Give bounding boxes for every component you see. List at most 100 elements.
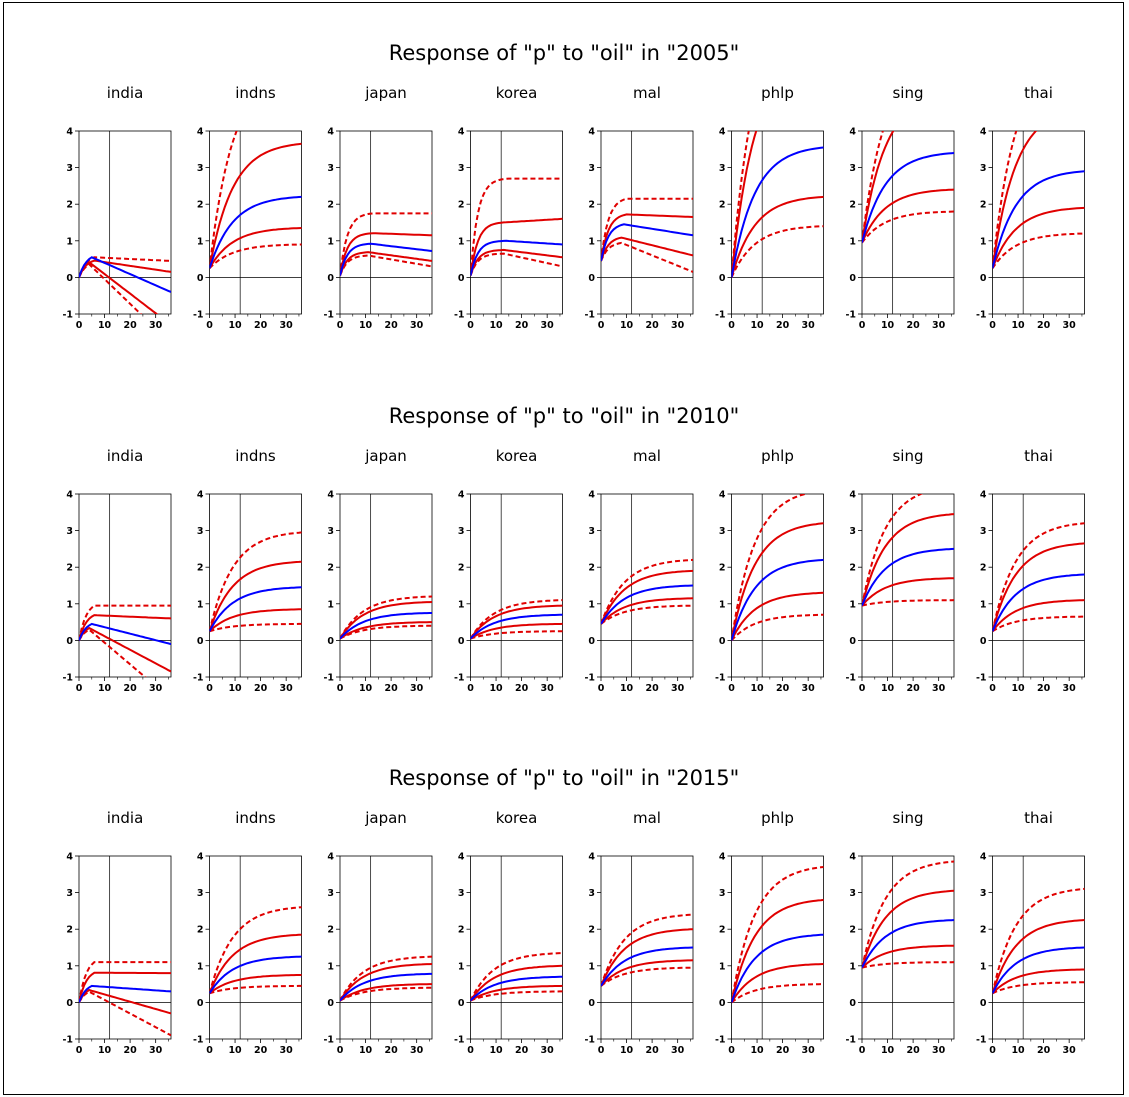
upper-outer-band-thai <box>992 131 1018 269</box>
x-tick-label: 10 <box>620 683 634 694</box>
y-tick-label: -1 <box>323 673 334 684</box>
y-tick-label: -1 <box>193 673 204 684</box>
y-tick-label: -1 <box>454 310 465 321</box>
x-tick-label: 30 <box>541 320 555 331</box>
lower-inner-band-mal <box>601 597 693 625</box>
impulse-response-phlp <box>731 933 824 1003</box>
upper-outer-band-indns <box>209 531 302 632</box>
impulse-response-japan <box>340 242 432 276</box>
y-tick-label: -1 <box>193 1035 204 1046</box>
panel-series-india <box>79 961 171 1037</box>
upper-inner-band-mal <box>601 928 693 987</box>
y-tick-label: 3 <box>980 163 987 174</box>
lower-outer-band-japan <box>340 254 432 276</box>
y-tick-label: 2 <box>197 200 204 211</box>
upper-outer-band-mal <box>601 913 693 987</box>
panel-series-india <box>79 604 171 677</box>
x-tick-label: 10 <box>98 683 112 694</box>
y-tick-label: 4 <box>197 127 204 138</box>
impulse-response-india <box>79 984 171 1003</box>
y-tick-label: 0 <box>197 273 204 284</box>
x-tick-label: 20 <box>254 320 268 331</box>
x-tick-label: 10 <box>359 683 373 694</box>
upper-inner-band-mal <box>601 569 693 625</box>
y-tick-label: 0 <box>197 998 204 1009</box>
x-tick-label: 10 <box>228 683 242 694</box>
x-tick-label: 10 <box>881 1045 895 1056</box>
x-tick-label: 30 <box>671 320 685 331</box>
y-tick-label: 0 <box>588 636 595 647</box>
lower-inner-band-japan <box>340 251 432 276</box>
y-tick-label: 1 <box>719 961 726 972</box>
y-tick-label: 4 <box>197 852 204 863</box>
lower-outer-band-indns <box>209 984 302 995</box>
x-tick-label: 20 <box>515 320 529 331</box>
lower-inner-band-korea <box>470 248 563 276</box>
y-tick-label: 2 <box>849 563 856 574</box>
panel-series-phlp <box>731 494 824 642</box>
panel-series-mal <box>601 558 693 625</box>
panel-series-thai <box>992 522 1085 633</box>
x-tick-label: 30 <box>932 1045 946 1056</box>
x-tick-label: 0 <box>728 320 735 331</box>
x-tick-label: 20 <box>645 1045 659 1056</box>
upper-outer-band-sing <box>862 860 954 968</box>
lower-inner-band-indns <box>209 227 302 269</box>
x-tick-label: 10 <box>750 1045 764 1056</box>
y-tick-label: -1 <box>715 673 726 684</box>
y-tick-label: 1 <box>66 236 73 247</box>
y-tick-label: 2 <box>197 563 204 574</box>
x-tick-label: 30 <box>671 1045 685 1056</box>
panel-series-phlp <box>731 866 824 1004</box>
y-tick-label: 3 <box>588 888 595 899</box>
y-tick-label: 4 <box>458 127 465 138</box>
y-tick-label: 1 <box>197 961 204 972</box>
y-tick-label: 0 <box>980 636 987 647</box>
y-tick-label: 1 <box>197 236 204 247</box>
upper-outer-band-thai <box>992 522 1085 632</box>
upper-inner-band-phlp <box>731 522 824 641</box>
panel-frame-india <box>78 855 172 1040</box>
lower-inner-band-phlp <box>731 195 824 278</box>
impulse-response-india <box>79 622 171 646</box>
panel-title-mal: mal <box>633 84 661 102</box>
y-tick-label: 4 <box>327 127 334 138</box>
upper-inner-band-indns <box>209 933 302 994</box>
x-tick-label: 10 <box>1011 320 1025 331</box>
x-tick-label: 30 <box>541 1045 555 1056</box>
x-tick-label: 20 <box>1037 683 1051 694</box>
x-tick-label: 20 <box>384 1045 398 1056</box>
x-tick-label: 30 <box>541 683 555 694</box>
x-tick-label: 20 <box>906 320 920 331</box>
y-tick-label: 2 <box>719 200 726 211</box>
y-tick-label: 3 <box>327 888 334 899</box>
x-tick-label: 20 <box>123 683 137 694</box>
upper-inner-band-india <box>79 259 171 278</box>
x-tick-label: 0 <box>76 683 83 694</box>
panel-series-japan <box>340 212 432 276</box>
y-tick-label: 0 <box>849 636 856 647</box>
y-tick-label: 1 <box>458 961 465 972</box>
y-tick-label: 0 <box>849 273 856 284</box>
x-tick-label: 0 <box>989 683 996 694</box>
x-tick-label: 30 <box>802 683 816 694</box>
y-tick-label: 2 <box>197 925 204 936</box>
x-tick-label: 10 <box>228 320 242 331</box>
lower-outer-band-phlp <box>731 225 824 278</box>
y-tick-label: 0 <box>588 998 595 1009</box>
x-tick-label: 10 <box>359 1045 373 1056</box>
panel-frame-phlp <box>731 493 824 678</box>
upper-inner-band-sing <box>862 131 895 243</box>
x-tick-label: 20 <box>1037 320 1051 331</box>
impulse-response-mal <box>601 946 693 987</box>
x-tick-label: 20 <box>384 683 398 694</box>
y-tick-label: -1 <box>976 1035 987 1046</box>
panel-series-india <box>79 256 171 314</box>
lower-outer-band-thai <box>992 981 1085 995</box>
upper-inner-band-korea <box>470 964 563 1002</box>
lower-inner-band-japan <box>340 983 432 1002</box>
upper-outer-band-phlp <box>731 131 750 278</box>
y-tick-label: 2 <box>980 200 987 211</box>
upper-outer-band-phlp <box>731 494 809 641</box>
panel-title-korea: korea <box>496 447 538 465</box>
